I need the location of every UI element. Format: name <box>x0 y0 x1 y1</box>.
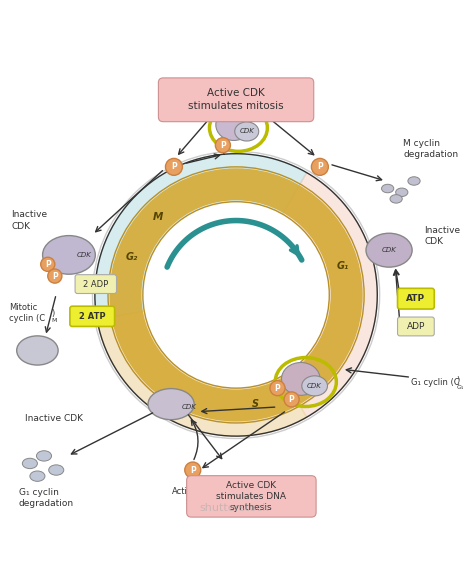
Text: Inactive
CDK: Inactive CDK <box>11 211 47 231</box>
Ellipse shape <box>36 451 52 461</box>
Polygon shape <box>97 295 307 436</box>
Text: P: P <box>52 272 58 280</box>
Text: 2 ATP: 2 ATP <box>79 312 105 321</box>
Circle shape <box>143 202 329 388</box>
Text: ): ) <box>456 376 460 385</box>
Ellipse shape <box>235 122 259 141</box>
Polygon shape <box>95 154 307 319</box>
Circle shape <box>165 158 182 175</box>
Text: Inactive CDK: Inactive CDK <box>25 414 83 423</box>
Circle shape <box>92 151 380 439</box>
Circle shape <box>48 269 62 283</box>
Text: Activation
site: Activation site <box>172 487 214 506</box>
Text: M: M <box>52 318 57 323</box>
Text: P: P <box>274 384 281 393</box>
Ellipse shape <box>148 389 194 420</box>
Text: Active CDK
stimulates DNA
synthesis: Active CDK stimulates DNA synthesis <box>216 481 286 512</box>
Text: ATP: ATP <box>406 294 426 303</box>
Text: S: S <box>252 399 259 409</box>
Ellipse shape <box>22 459 37 469</box>
Text: ): ) <box>52 309 55 318</box>
FancyBboxPatch shape <box>70 306 115 327</box>
Text: ADP: ADP <box>407 322 425 331</box>
Circle shape <box>284 392 299 407</box>
Text: M: M <box>153 212 163 222</box>
FancyBboxPatch shape <box>158 78 314 122</box>
Ellipse shape <box>30 471 45 481</box>
Text: CDK: CDK <box>182 404 196 410</box>
Circle shape <box>311 158 328 175</box>
Text: P: P <box>45 260 51 269</box>
Ellipse shape <box>302 376 328 396</box>
Circle shape <box>215 138 230 153</box>
Text: 2 ADP: 2 ADP <box>83 280 109 288</box>
Text: P: P <box>289 395 294 404</box>
Text: M cyclin
degradation: M cyclin degradation <box>403 139 458 159</box>
Polygon shape <box>237 172 377 417</box>
Text: P: P <box>171 162 177 171</box>
FancyBboxPatch shape <box>398 288 434 309</box>
Ellipse shape <box>390 195 402 203</box>
Text: CDK: CDK <box>77 252 92 258</box>
Circle shape <box>41 258 55 271</box>
Text: Inactive
CDK: Inactive CDK <box>424 226 461 246</box>
Ellipse shape <box>43 236 95 274</box>
Text: G₁: G₁ <box>337 262 349 271</box>
Ellipse shape <box>17 336 58 365</box>
Text: P: P <box>317 162 323 171</box>
Text: P: P <box>190 465 196 475</box>
Text: G₂: G₂ <box>126 252 138 262</box>
FancyBboxPatch shape <box>75 275 117 293</box>
Text: CDK: CDK <box>307 383 322 389</box>
Circle shape <box>185 462 201 478</box>
FancyBboxPatch shape <box>398 317 434 336</box>
Ellipse shape <box>396 188 408 196</box>
FancyBboxPatch shape <box>187 476 316 517</box>
Text: G₁ cyclin
degradation: G₁ cyclin degradation <box>18 488 74 508</box>
Polygon shape <box>97 295 307 436</box>
Text: G₁ cyclin (C: G₁ cyclin (C <box>411 377 460 387</box>
Text: P: P <box>220 140 226 150</box>
Ellipse shape <box>216 109 252 140</box>
Text: Active CDK
stimulates mitosis: Active CDK stimulates mitosis <box>188 89 284 111</box>
Text: G₁: G₁ <box>456 385 464 389</box>
Text: Mitotic
cyclin (C: Mitotic cyclin (C <box>9 303 46 323</box>
Ellipse shape <box>49 465 64 475</box>
Text: CDK: CDK <box>239 128 254 134</box>
Text: CDK: CDK <box>382 247 397 253</box>
Ellipse shape <box>366 233 412 267</box>
Text: shutterstock·: shutterstock· <box>200 502 273 513</box>
Ellipse shape <box>382 184 394 193</box>
Ellipse shape <box>408 177 420 185</box>
Ellipse shape <box>282 363 320 395</box>
Circle shape <box>270 381 285 396</box>
Text: Inhibitory
site: Inhibitory site <box>259 487 300 506</box>
